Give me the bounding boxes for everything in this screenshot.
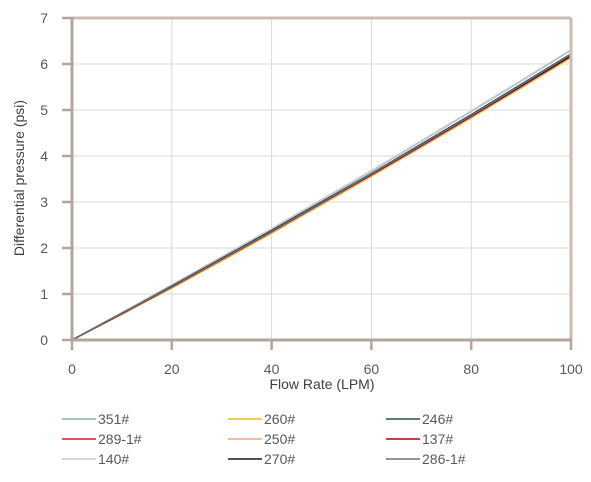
axes [62, 16, 573, 350]
x-tick-label: 20 [164, 361, 180, 377]
legend-label: 351# [98, 411, 129, 427]
legend-label: 270# [264, 451, 295, 467]
x-axis-title: Flow Rate (LPM) [269, 376, 374, 392]
y-tick-label: 6 [40, 56, 48, 72]
x-tick-label: 0 [68, 361, 76, 377]
y-tick-label: 3 [40, 194, 48, 210]
x-tick-label: 100 [559, 361, 583, 377]
series-line-140 [71, 49, 572, 341]
y-axis-title: Differential pressure (psi) [11, 100, 27, 256]
x-tick-label: 80 [463, 361, 479, 377]
legend-label: 286-1# [422, 451, 466, 467]
y-tick-label: 2 [40, 240, 48, 256]
y-tick-label: 7 [40, 10, 48, 26]
series-line-270 [71, 54, 572, 341]
legend-label: 250# [264, 431, 295, 447]
series-line-351 [71, 49, 572, 341]
legend-label: 140# [98, 451, 129, 467]
series-line-286-1 [71, 53, 572, 341]
tick-labels: 0 20 40 60 80 100 0 1 2 3 4 5 6 7 [40, 10, 583, 377]
legend-label: 137# [422, 431, 453, 447]
grid [72, 18, 571, 340]
y-tick-label: 4 [40, 148, 48, 164]
y-tick-label: 0 [40, 332, 48, 348]
series-line-289-1 [71, 55, 572, 341]
legend-label: 289-1# [98, 431, 142, 447]
legend: 351# 260# 246# 289-1# 250# 137# 140# 270# 286-1# [62, 411, 466, 467]
x-tick-label: 40 [264, 361, 280, 377]
x-tick-label: 60 [364, 361, 380, 377]
y-tick-label: 1 [40, 286, 48, 302]
legend-label: 260# [264, 411, 295, 427]
series-layer [71, 49, 572, 341]
y-tick-label: 5 [40, 102, 48, 118]
legend-label: 246# [422, 411, 453, 427]
